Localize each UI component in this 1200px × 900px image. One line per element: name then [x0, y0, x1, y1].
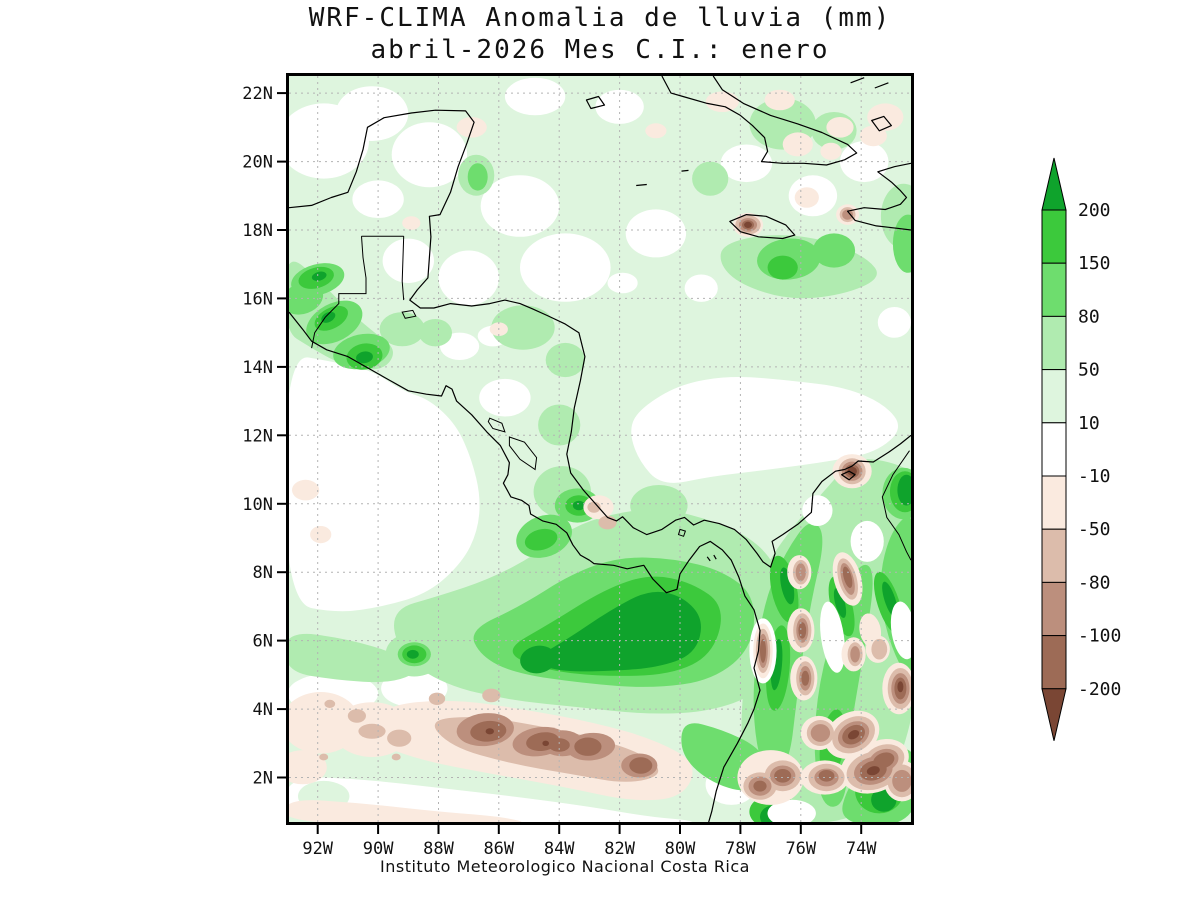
lon-tick-label: 74W	[846, 839, 877, 859]
colorbar-segment	[1041, 262, 1067, 317]
coastline-path	[841, 470, 856, 481]
colorbar-tick-label: 50	[1078, 360, 1100, 381]
lat-tick-label: 8N	[253, 563, 273, 583]
colorbar-segment	[1041, 475, 1067, 530]
coastline-path	[729, 214, 796, 240]
colorbar-tick-label: -200	[1078, 679, 1121, 700]
colorbar-segment	[1041, 315, 1067, 371]
colorbar-tick-label: 200	[1078, 200, 1111, 221]
border-path	[881, 450, 911, 561]
coastline-path	[585, 95, 606, 110]
colorbar-tick-label: 150	[1078, 253, 1111, 274]
coastline-layer	[289, 76, 911, 822]
colorbar-segment	[1041, 209, 1067, 264]
coastline-path	[636, 183, 647, 187]
lat-tick-label: 4N	[253, 700, 273, 720]
lake-outline-layer	[401, 309, 687, 537]
colorbar-arrow-bottom	[1041, 688, 1067, 741]
colorbar-tick-label: 10	[1078, 413, 1100, 434]
anomaly-map-canvas	[286, 73, 914, 825]
lat-tick-label: 18N	[242, 221, 273, 241]
colorbar-segment	[1041, 635, 1067, 690]
lat-tick-label: 2N	[253, 769, 273, 789]
coastline-path	[681, 169, 689, 172]
map-svg	[289, 76, 911, 822]
lake-path	[401, 309, 417, 319]
colorbar	[1041, 157, 1067, 741]
lon-tick-label: 90W	[363, 839, 394, 859]
border-path	[401, 236, 405, 301]
page-title: WRF-CLIMA Anomalia de lluvia (mm)	[308, 3, 892, 33]
border-path	[311, 236, 367, 349]
lat-tick-label: 12N	[242, 426, 273, 446]
coastline-path	[713, 554, 717, 560]
lake-path	[487, 417, 506, 433]
caption: Instituto Meteorologico Nacional Costa R…	[380, 857, 750, 876]
lat-tick-label: 22N	[242, 84, 273, 104]
colorbar-arrow-top	[1041, 157, 1067, 211]
coastline-path	[289, 311, 761, 822]
colorbar-tick-label: -50	[1078, 519, 1111, 540]
lake-path	[677, 528, 687, 537]
lon-tick-label: 76W	[785, 839, 816, 859]
coastline-path	[850, 77, 865, 84]
coastline-path	[871, 115, 892, 132]
colorbar-segment	[1041, 422, 1067, 477]
colorbar-segment	[1041, 581, 1067, 637]
lat-tick-label: 16N	[242, 289, 273, 309]
lat-tick-label: 6N	[253, 632, 273, 652]
colorbar-segment	[1041, 369, 1067, 424]
anomaly-shading-layer	[289, 77, 911, 822]
page-subtitle: abril-2026 Mes C.I.: enero	[370, 35, 830, 65]
colorbar-tick-label: -10	[1078, 466, 1111, 487]
coastline-path	[874, 82, 889, 89]
lon-tick-label: 78W	[725, 839, 756, 859]
lon-tick-label: 82W	[604, 839, 635, 859]
lon-tick-label: 88W	[423, 839, 454, 859]
colorbar-labels: 200 150 80 50 10 -10 -50 -80 -100 -200	[1078, 200, 1121, 700]
coastline-path	[706, 556, 711, 562]
lon-tick-label: 80W	[665, 839, 696, 859]
lake-path	[508, 436, 538, 471]
coastline-path	[661, 76, 858, 166]
colorbar-tick-label: 80	[1078, 306, 1100, 327]
lon-tick-label: 86W	[483, 839, 514, 859]
lat-tick-label: 20N	[242, 153, 273, 173]
colorbar-segment	[1041, 528, 1067, 583]
country-border-layer	[311, 235, 911, 561]
lat-tick-label: 10N	[242, 495, 273, 515]
lon-tick-label: 92W	[302, 839, 333, 859]
colorbar-tick-label: -80	[1078, 572, 1111, 593]
coastline-path	[289, 109, 911, 568]
graticule-layer	[289, 76, 911, 822]
colorbar-tick-label: -100	[1078, 626, 1121, 647]
coastline-path	[847, 162, 911, 231]
lon-tick-label: 84W	[544, 839, 575, 859]
lat-tick-label: 14N	[242, 358, 273, 378]
